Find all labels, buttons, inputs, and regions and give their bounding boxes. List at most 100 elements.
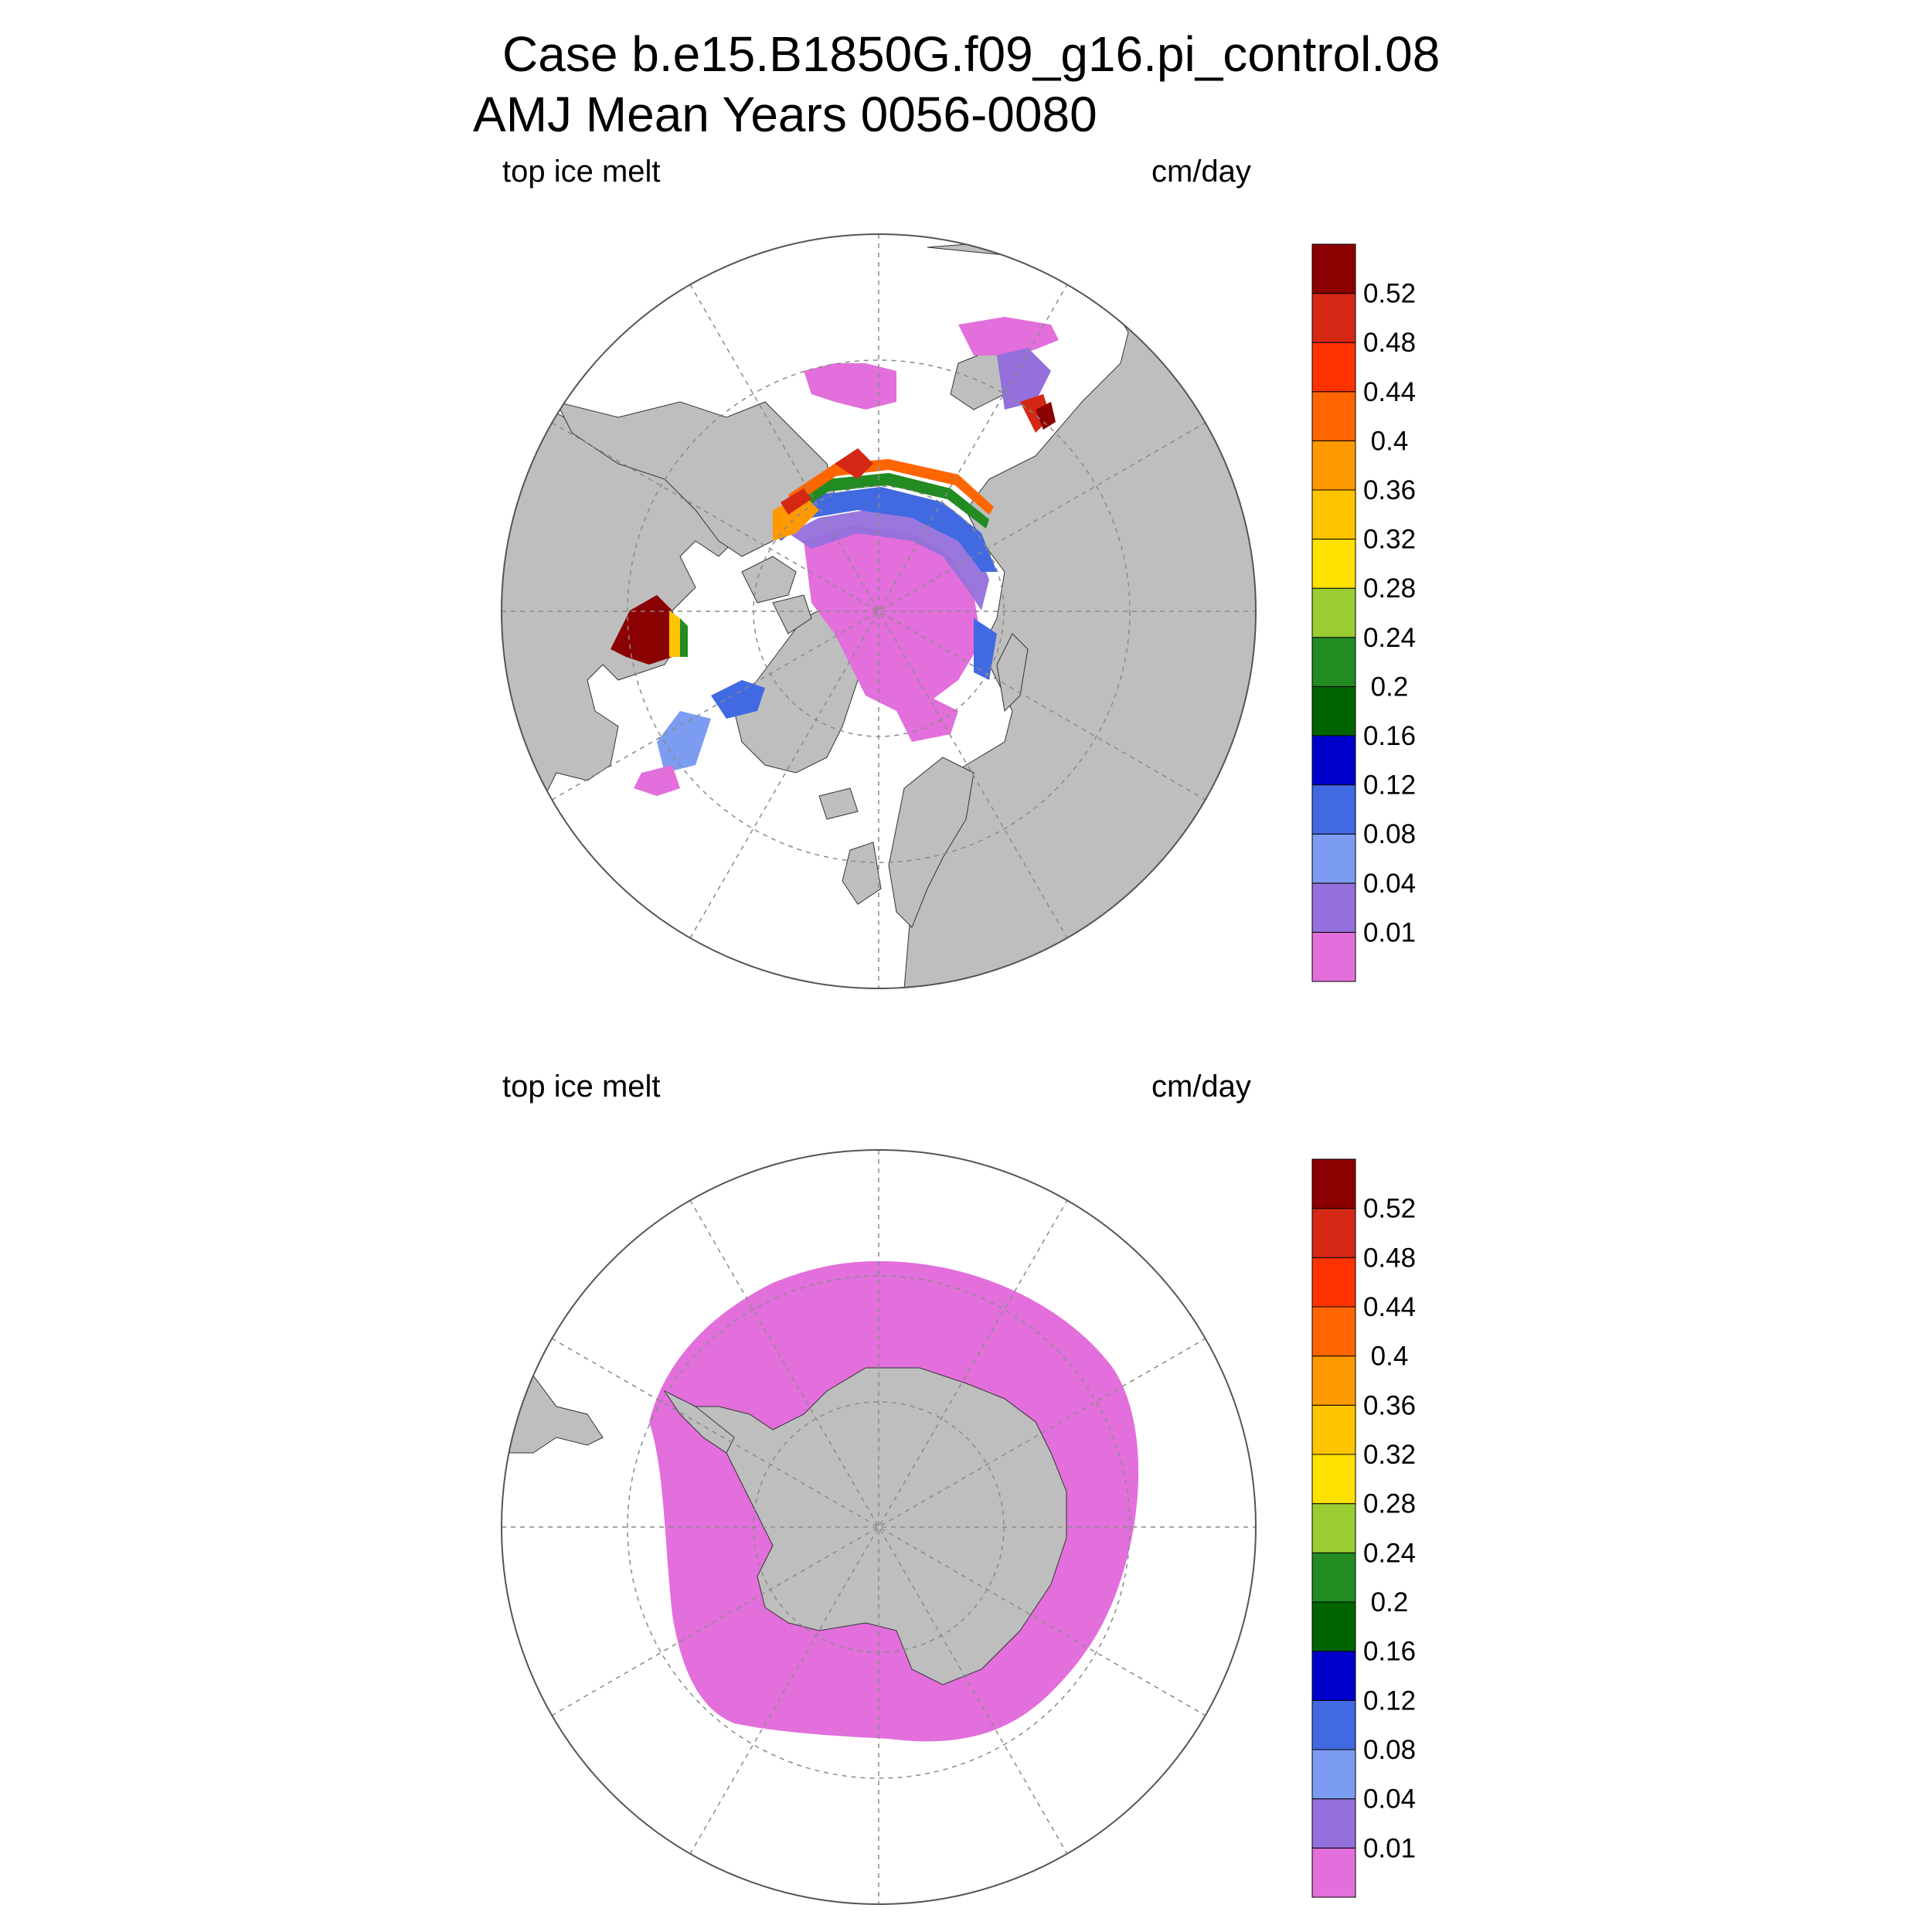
- colorbar-swatch: [1311, 784, 1356, 835]
- antarctica-landmass: [695, 1367, 1067, 1685]
- novaya-zemlya-island: [996, 633, 1029, 713]
- colorbar-swatch: [1311, 1601, 1356, 1652]
- colorbar-label: 0.52: [1363, 279, 1416, 309]
- colorbar-swatch: [1311, 685, 1356, 736]
- colorbar-label: 0.28: [1363, 1489, 1416, 1519]
- colorbar-label: 0.16: [1363, 1637, 1416, 1667]
- colorbar-swatch: [1311, 489, 1356, 540]
- colorbar-swatch: [1311, 735, 1356, 786]
- labrador-sea-melt: [657, 711, 711, 773]
- colorbar-label: 0.2: [1371, 672, 1409, 702]
- south-units-label: cm/day: [1151, 1070, 1251, 1104]
- laptev-sea-high-melt: [835, 448, 873, 479]
- colorbar-swatch: [1311, 931, 1356, 982]
- colorbar-label: 0.16: [1363, 721, 1416, 751]
- south-polar-map: [501, 1149, 1257, 1905]
- north-polar-map: [501, 233, 1257, 989]
- hudson-bay-melt-edge: [669, 611, 680, 657]
- arctic-basin-melt-low: [788, 510, 989, 611]
- south-variable-label: top ice melt: [502, 1070, 661, 1104]
- colorbar-label: 0.52: [1363, 1194, 1416, 1224]
- colorbar-swatch: [1311, 883, 1356, 933]
- colorbar-swatch: [1311, 539, 1356, 589]
- colorbar-swatch: [1311, 1355, 1356, 1406]
- colorbar-swatch: [1311, 1208, 1356, 1258]
- figure-title: Case b.e15.B1850G.f09_g16.pi_control.08: [502, 26, 1440, 82]
- colorbar-label: 0.24: [1363, 1538, 1416, 1568]
- barents-sea-melt-band: [974, 618, 997, 680]
- colorbar-label: 0.2: [1371, 1587, 1409, 1617]
- colorbar-swatch: [1311, 1651, 1356, 1701]
- colorbar-swatch: [1311, 391, 1356, 441]
- colorbar-label: 0.12: [1363, 770, 1416, 801]
- bering-sea-melt-lowest: [804, 363, 896, 410]
- canadian-archipelago-island: [772, 594, 812, 634]
- colorbar-label: 0.32: [1363, 525, 1416, 555]
- barents-sea-melt: [896, 696, 958, 742]
- colorbar-swatch: [1311, 1699, 1356, 1750]
- colorbar-label: 0.44: [1363, 1292, 1416, 1322]
- colorbar-label: 0.01: [1363, 917, 1416, 947]
- north-colorbar: 0.01 0.04 0.08 0.12 0.16 0.2 0.24 0.28 0.32 0.36 0…: [1311, 243, 1416, 982]
- colorbar-label: 0.12: [1363, 1685, 1416, 1716]
- colorbar-swatch: [1311, 1404, 1356, 1455]
- colorbar-swatch: [1311, 637, 1356, 687]
- figure-subtitle: AMJ Mean Years 0056-0080: [473, 87, 1097, 142]
- scandinavia-landmass: [888, 757, 975, 928]
- baffin-bay-melt: [711, 680, 765, 719]
- south-map-boundary: [501, 1149, 1257, 1905]
- north-units-label: cm/day: [1151, 155, 1251, 189]
- north-ice-melt-field: [611, 317, 1059, 796]
- north-variable-label: top ice melt: [502, 155, 661, 189]
- colorbar-swatch: [1311, 1454, 1356, 1505]
- okhotsk-sea-melt: [997, 348, 1051, 410]
- antarctic-peninsula: [663, 1389, 735, 1454]
- colorbar-label: 0.04: [1363, 1784, 1416, 1815]
- colorbar-swatch: [1311, 293, 1356, 343]
- colorbar-label: 0.08: [1363, 819, 1416, 849]
- iceland-island: [818, 787, 859, 820]
- colorbar-label: 0.28: [1363, 573, 1416, 604]
- colorbar-swatch: [1311, 1749, 1356, 1800]
- hudson-bay-melt-edge-green: [680, 618, 688, 657]
- canadian-archipelago-island: [741, 556, 797, 604]
- okhotsk-sea-peak-melt: [1036, 402, 1056, 430]
- colorbar-swatch: [1311, 342, 1356, 393]
- siberian-shelf-melt-band-green: [781, 473, 989, 529]
- colorbar-swatch: [1311, 1257, 1356, 1308]
- colorbar-swatch: [1311, 587, 1356, 638]
- arctic-basin-melt-lowest: [804, 526, 981, 711]
- colorbar-label: 0.36: [1363, 475, 1416, 505]
- north-graticule: [502, 234, 1256, 988]
- labrador-sea-melt-lowest: [634, 765, 680, 796]
- colorbar-swatch: [1311, 1798, 1356, 1849]
- colorbar-label: 0.36: [1363, 1390, 1416, 1420]
- colorbar-label: 0.24: [1363, 623, 1416, 653]
- siberian-shelf-melt-band: [773, 487, 997, 572]
- colorbar-swatch: [1311, 1552, 1356, 1603]
- colorbar-label: 0.4: [1371, 1342, 1409, 1372]
- okhotsk-sea-melt-lowest: [958, 317, 1059, 355]
- colorbar-swatch: [1311, 833, 1356, 884]
- colorbar-label: 0.01: [1363, 1833, 1416, 1863]
- colorbar-swatch: [1311, 1158, 1356, 1209]
- south-colorbar: 0.01 0.04 0.08 0.12 0.16 0.2 0.24 0.28 0.32 0.36 0…: [1311, 1158, 1416, 1898]
- colorbar-swatch: [1311, 1306, 1356, 1357]
- colorbar-label: 0.48: [1363, 1243, 1416, 1273]
- colorbar-label: 0.32: [1363, 1440, 1416, 1470]
- colorbar-swatch: [1311, 1503, 1356, 1553]
- colorbar-label: 0.04: [1363, 869, 1416, 899]
- colorbar-swatch: [1311, 440, 1356, 491]
- hudson-bay-melt: [611, 595, 672, 665]
- colorbar-swatch: [1311, 1847, 1356, 1898]
- south-graticule: [502, 1150, 1256, 1904]
- colorbar-label: 0.44: [1363, 377, 1416, 407]
- east-siberian-high-melt: [781, 488, 811, 515]
- colorbar-label: 0.08: [1363, 1735, 1416, 1765]
- uk-island: [842, 842, 882, 905]
- colorbar-label: 0.48: [1363, 328, 1416, 358]
- colorbar-label: 0.4: [1371, 426, 1409, 456]
- siberian-shelf-melt-band-orange: [788, 459, 994, 515]
- colorbar-swatch: [1311, 243, 1356, 294]
